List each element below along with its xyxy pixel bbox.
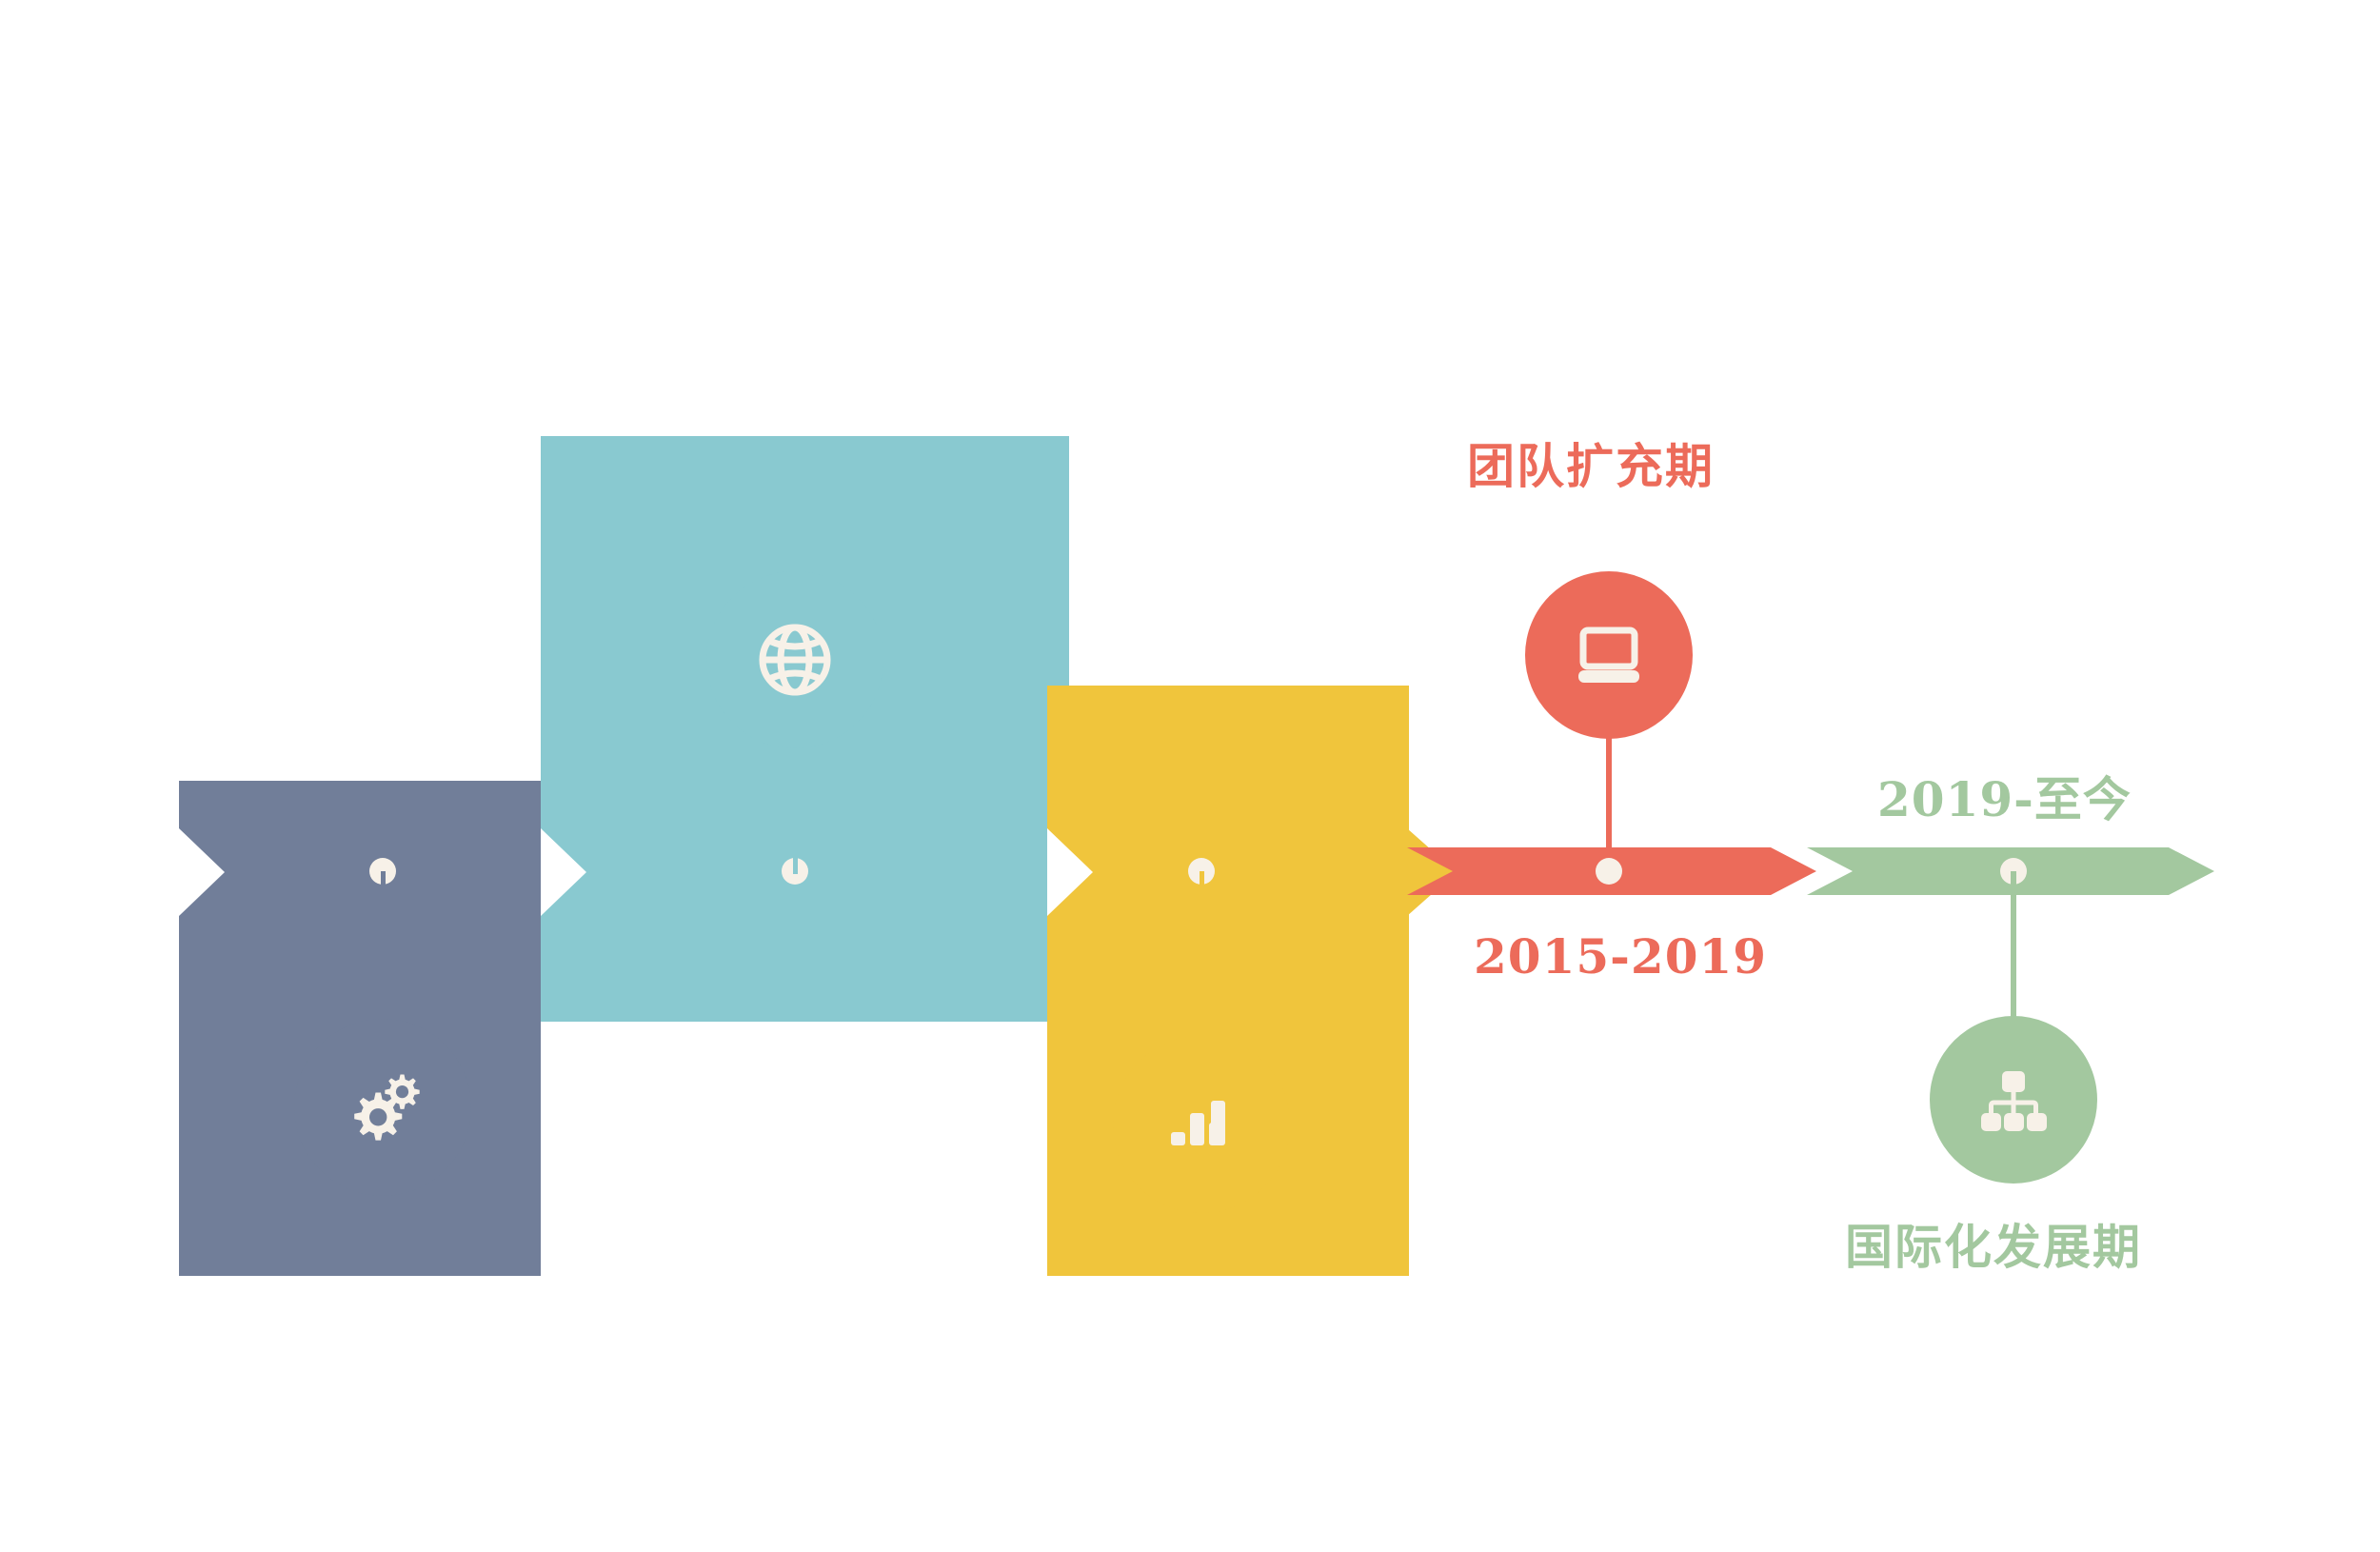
stage-4-period-label: 2015-2019 — [1474, 928, 1768, 985]
gears-icon — [333, 1058, 432, 1157]
stage-2-icon-bubble[interactable] — [706, 571, 883, 748]
stage-4-stem — [1606, 724, 1612, 876]
stage-5-phase-label: 国际化发展期 — [1845, 1220, 2142, 1275]
stage-2-stem — [793, 705, 798, 874]
stage-3-icon-bubble[interactable] — [1113, 1036, 1290, 1213]
laptop-icon — [1563, 609, 1655, 701]
stage-4-phase-label: 团队扩充期 — [1467, 439, 1715, 494]
stage-4-icon-bubble[interactable] — [1525, 571, 1693, 739]
stage-5-stem — [2011, 871, 2016, 1019]
org-chart-icon — [1968, 1054, 2059, 1145]
stage-4-node-dot — [1596, 858, 1622, 885]
stage-1-stem — [381, 871, 386, 1028]
stage-1-icon-bubble[interactable] — [294, 1019, 471, 1196]
bar-chart-icon — [1154, 1077, 1249, 1172]
stage-5-icon-bubble[interactable] — [1930, 1016, 2097, 1184]
globe-icon — [745, 610, 844, 709]
stage-3-stem — [1200, 871, 1204, 1043]
stage-3-chevron-tip — [1407, 828, 1457, 916]
stage-5-period-label: 2019-至今 — [1877, 771, 2132, 827]
